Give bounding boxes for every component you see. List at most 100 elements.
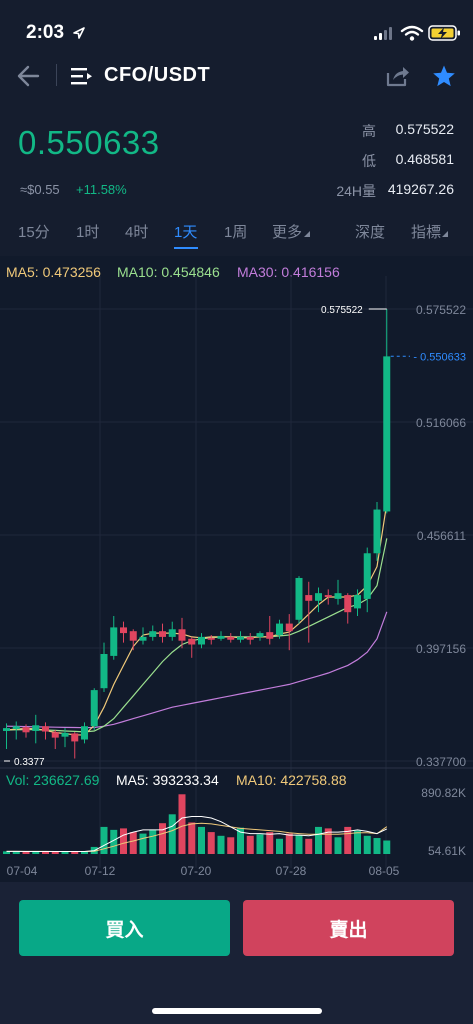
date-axis-label: 07-12 xyxy=(85,864,116,878)
candle-body xyxy=(354,595,361,609)
candle-body xyxy=(344,595,352,613)
volume-bar xyxy=(51,851,59,854)
tab-1d[interactable]: 1天 xyxy=(174,224,198,241)
indicator-dropdown-caret-icon xyxy=(442,231,448,237)
favorite-star-icon[interactable] xyxy=(432,64,456,88)
buy-button[interactable]: 買入 xyxy=(19,900,230,956)
location-arrow-icon xyxy=(73,27,85,39)
volume-bar xyxy=(373,838,381,854)
candle-body xyxy=(149,631,157,637)
volume-axis-min: 54.61K xyxy=(428,844,466,858)
tab-1h[interactable]: 1时 xyxy=(76,224,100,241)
volume-bar xyxy=(12,851,20,854)
volume-ma10-legend: MA10: 422758.88 xyxy=(236,772,347,788)
candle-body xyxy=(178,629,186,641)
volume-bar xyxy=(227,837,235,854)
volume-bar xyxy=(217,835,225,854)
candle-body xyxy=(32,725,40,731)
battery-charging-icon xyxy=(428,25,460,41)
volume-bar xyxy=(315,826,322,854)
volume-bar xyxy=(285,833,293,854)
candle-body xyxy=(168,629,176,637)
candle-body xyxy=(110,627,118,656)
back-arrow-icon[interactable] xyxy=(16,64,42,88)
volume-bar xyxy=(178,794,186,854)
volume-bar xyxy=(110,829,118,854)
candle-body xyxy=(315,593,322,601)
volume-bar xyxy=(198,826,205,854)
volume-bar xyxy=(42,851,49,854)
candle-body xyxy=(120,627,127,634)
date-axis-label: 07-28 xyxy=(276,864,307,878)
candlestick-chart[interactable]: 0.575522 0.516066 0.456611 0.397156 0.337700… xyxy=(0,256,473,882)
share-icon[interactable] xyxy=(384,64,410,88)
candle-body xyxy=(305,595,313,601)
volume-bar xyxy=(354,830,361,854)
candle-body xyxy=(383,356,391,512)
ma30-line xyxy=(6,611,388,729)
volume-bar xyxy=(363,835,371,854)
candle-body xyxy=(81,726,88,740)
candle-body xyxy=(22,727,30,733)
candle-body xyxy=(90,690,98,727)
candle-body xyxy=(324,595,332,597)
candle-body xyxy=(285,623,293,632)
candle-body xyxy=(363,553,371,599)
volume-legend: Vol: 236627.69 xyxy=(6,772,100,788)
volume-bar xyxy=(139,833,147,854)
volume-bar xyxy=(295,835,303,854)
volume-bar xyxy=(334,837,342,854)
ma5-legend: MA5: 0.473256 xyxy=(6,264,101,280)
volume-bar xyxy=(100,826,108,854)
sell-button[interactable]: 賣出 xyxy=(243,900,454,956)
volume-bar xyxy=(71,851,79,854)
volume-ma5-line xyxy=(6,816,388,852)
tab-1w[interactable]: 1周 xyxy=(224,224,248,241)
high-value: 0.575522 xyxy=(395,121,454,137)
tab-4h[interactable]: 4时 xyxy=(125,224,149,241)
candle-body xyxy=(42,726,49,732)
ma30-legend: MA30: 0.416156 xyxy=(237,264,340,280)
price-axis-label: 0.516066 xyxy=(416,416,466,430)
price-axis-label: 0.456611 xyxy=(417,529,466,543)
tab-indicator[interactable]: 指標 xyxy=(411,224,442,241)
ma10-legend: MA10: 0.454846 xyxy=(117,264,220,280)
pair-title[interactable]: CFO/USDT xyxy=(104,64,211,86)
candle-body xyxy=(129,631,137,641)
volume-bar xyxy=(237,827,244,854)
candle-body xyxy=(100,653,108,689)
signal-icon xyxy=(374,27,392,40)
high-marker-label: 0.575522 xyxy=(321,305,363,316)
volume-bar xyxy=(207,832,215,854)
price-axis-label: 0.575522 xyxy=(416,303,466,317)
date-axis-label: 07-04 xyxy=(7,864,38,878)
volume-bar xyxy=(188,822,196,854)
current-price-tag: - 0.550633 xyxy=(413,351,466,363)
low-marker-label: 0.3377 xyxy=(14,757,45,768)
candle-body xyxy=(256,633,264,637)
volume-bar xyxy=(81,851,88,854)
home-indicator xyxy=(152,1008,322,1014)
low-label: 低 xyxy=(362,153,376,169)
nav-divider xyxy=(56,64,57,86)
tab-more[interactable]: 更多 xyxy=(272,224,303,241)
tab-depth[interactable]: 深度 xyxy=(355,224,386,241)
more-dropdown-caret-icon xyxy=(304,231,310,237)
pair-menu-icon[interactable] xyxy=(70,66,94,86)
high-label: 高 xyxy=(362,123,376,139)
vol24h-label: 24H量 xyxy=(336,183,376,199)
volume-bar xyxy=(266,832,274,854)
fiat-value: ≈$0.55 xyxy=(20,182,60,197)
wifi-icon xyxy=(400,25,424,41)
volume-bar xyxy=(168,814,176,854)
tab-15m[interactable]: 15分 xyxy=(18,224,50,241)
volume-axis-max: 890.82K xyxy=(421,786,466,800)
status-bar: 2:03 xyxy=(0,0,473,56)
candle-body xyxy=(3,728,10,731)
volume-bar xyxy=(22,851,30,854)
candle-body xyxy=(71,733,79,742)
date-axis-label: 07-20 xyxy=(181,864,212,878)
last-price: 0.550633 xyxy=(18,124,160,161)
ma5-line xyxy=(6,503,388,736)
candle-body xyxy=(198,636,205,645)
